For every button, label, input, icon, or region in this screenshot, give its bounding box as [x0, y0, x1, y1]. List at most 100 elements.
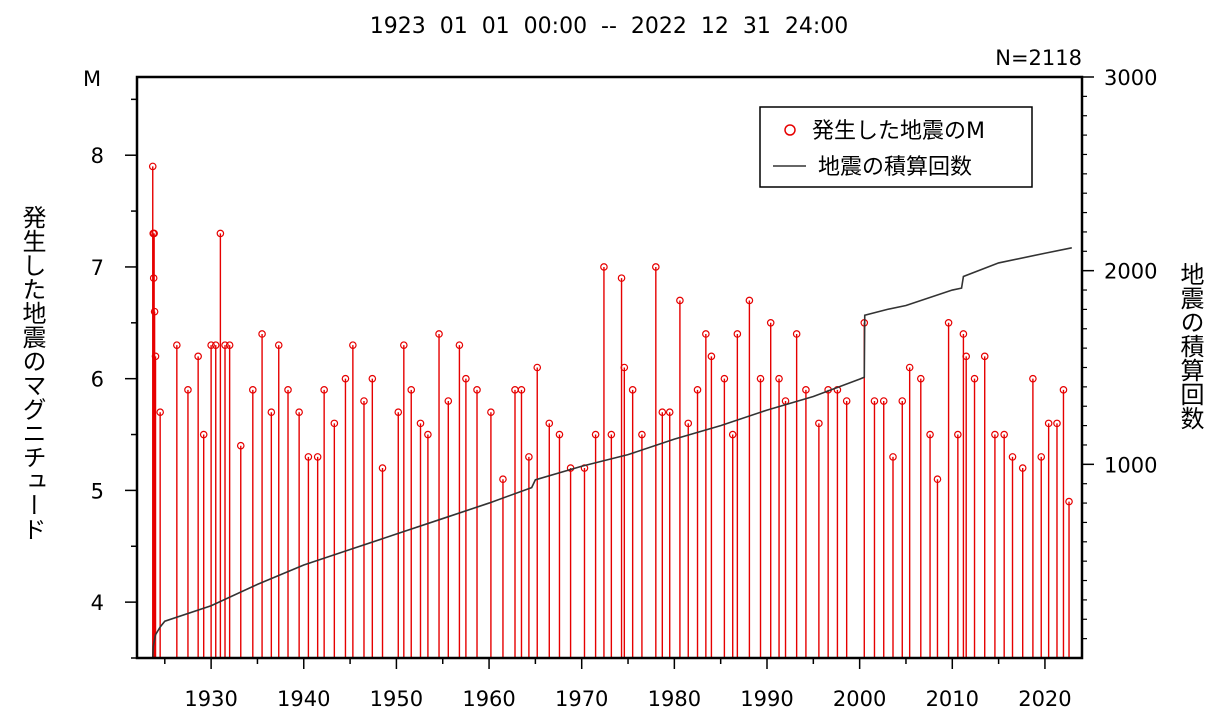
- right-y-tick-label: 2000: [1104, 260, 1157, 284]
- x-tick-label: 1970: [555, 687, 608, 711]
- magnitude-point: [870, 397, 879, 405]
- magnitude-point: [148, 162, 157, 171]
- magnitude-point: [665, 408, 674, 416]
- magnitude-point: [1000, 430, 1008, 439]
- magnitude-point: [267, 408, 276, 416]
- magnitude-point: [462, 374, 470, 383]
- left-y-tick-label: 7: [91, 256, 104, 280]
- magnitude-point: [792, 330, 801, 338]
- magnitude-point: [720, 374, 729, 383]
- magnitude-point: [1029, 374, 1037, 383]
- left-axis-ticks: 4 5 6 7 8: [91, 98, 137, 659]
- legend: 発生した地震のM 地震の積算回数: [759, 106, 1033, 188]
- left-y-tick-label: 6: [91, 368, 104, 392]
- magnitude-point: [638, 430, 646, 439]
- magnitude-point: [600, 263, 608, 271]
- left-y-tick-label: 8: [91, 144, 104, 168]
- magnitude-point: [879, 397, 888, 405]
- magnitude-point: [394, 408, 403, 416]
- magnitude-point: [349, 341, 357, 349]
- magnitude-point: [274, 341, 283, 349]
- magnitude-stems: [152, 166, 1070, 658]
- magnitude-point: [368, 374, 377, 383]
- magnitude-point: [1053, 419, 1061, 428]
- magnitude-point: [959, 330, 968, 338]
- left-axis-label: 発生した地震のマグニチュード: [18, 205, 46, 541]
- magnitude-point: [295, 408, 303, 416]
- legend-box: [759, 106, 1033, 188]
- magnitude-point: [1044, 419, 1053, 428]
- count-label: N=2118: [995, 46, 1082, 70]
- x-tick-label: 1930: [184, 687, 237, 711]
- x-tick-label: 2020: [1018, 687, 1071, 711]
- magnitude-point: [207, 341, 215, 349]
- magnitude-point: [1065, 497, 1073, 506]
- x-tick-label: 1980: [648, 687, 701, 711]
- magnitude-point: [607, 430, 616, 439]
- magnitude-point: [473, 386, 481, 394]
- magnitude-point: [284, 386, 292, 394]
- x-tick-label: 2000: [833, 687, 886, 711]
- magnitude-point: [628, 386, 637, 394]
- magnitude-point: [802, 386, 810, 394]
- magnitude-point: [980, 352, 989, 361]
- magnitude-point: [926, 430, 934, 439]
- magnitude-point: [1018, 464, 1027, 472]
- magnitude-point: [407, 386, 416, 394]
- magnitude-point: [184, 386, 192, 394]
- magnitude-point: [221, 341, 229, 349]
- magnitude-point: [702, 330, 710, 338]
- magnitude-point: [150, 307, 159, 316]
- magnitude-point: [330, 419, 339, 428]
- magnitude-point: [617, 274, 626, 282]
- legend-circle-icon: [784, 124, 796, 136]
- magnitude-point: [517, 386, 526, 394]
- chart-title: 1923 01 01 00:00 -- 2022 12 31 24:00: [370, 14, 849, 39]
- magnitude-point: [815, 419, 823, 428]
- magnitude-point: [676, 296, 684, 305]
- magnitude-point: [360, 397, 368, 405]
- magnitude-point: [933, 475, 942, 484]
- magnitude-point: [905, 363, 914, 372]
- magnitude-point: [944, 319, 953, 327]
- magnitude-point: [991, 430, 999, 439]
- x-tick-label: 1990: [740, 687, 793, 711]
- x-axis-ticks: 1930 1940 1950 1960 1970 1980 1990 2000 2010 2020: [164, 658, 1072, 711]
- magnitude-point: [424, 430, 432, 439]
- magnitude-point: [1037, 453, 1046, 461]
- magnitude-point: [591, 430, 600, 439]
- magnitude-point: [216, 229, 225, 238]
- magnitude-point: [194, 352, 202, 361]
- magnitude-point: [898, 397, 907, 405]
- magnitude-point: [173, 341, 181, 349]
- left-y-tick-label: 4: [91, 591, 104, 615]
- magnitude-point: [258, 330, 266, 338]
- magnitude-point: [400, 341, 408, 349]
- magnitude-markers: [148, 162, 1073, 506]
- magnitude-point: [733, 330, 742, 338]
- magnitude-point: [416, 419, 425, 428]
- magnitude-point: [916, 374, 925, 383]
- magnitude-point: [455, 341, 464, 349]
- legend-label-cumulative: 地震の積算回数: [818, 155, 972, 180]
- left-axis-unit: M: [83, 67, 101, 91]
- magnitude-point: [150, 229, 158, 238]
- magnitude-point: [1008, 453, 1017, 461]
- magnitude-point: [236, 441, 245, 450]
- magnitude-point: [225, 341, 234, 349]
- right-y-tick-label: 3000: [1104, 66, 1157, 90]
- magnitude-point: [1059, 386, 1068, 394]
- right-y-tick-label: 1000: [1104, 453, 1157, 477]
- magnitude-point: [954, 430, 962, 439]
- magnitude-point: [304, 453, 313, 461]
- magnitude-point: [341, 374, 350, 383]
- magnitude-point: [756, 374, 765, 383]
- cumulative-count-line: [151, 247, 1072, 659]
- left-y-tick-label: 5: [91, 479, 104, 503]
- magnitude-point: [775, 374, 783, 383]
- magnitude-point: [889, 453, 897, 461]
- x-tick-label: 1960: [462, 687, 515, 711]
- magnitude-point: [199, 430, 208, 439]
- x-tick-label: 2010: [926, 687, 979, 711]
- magnitude-point: [525, 453, 533, 461]
